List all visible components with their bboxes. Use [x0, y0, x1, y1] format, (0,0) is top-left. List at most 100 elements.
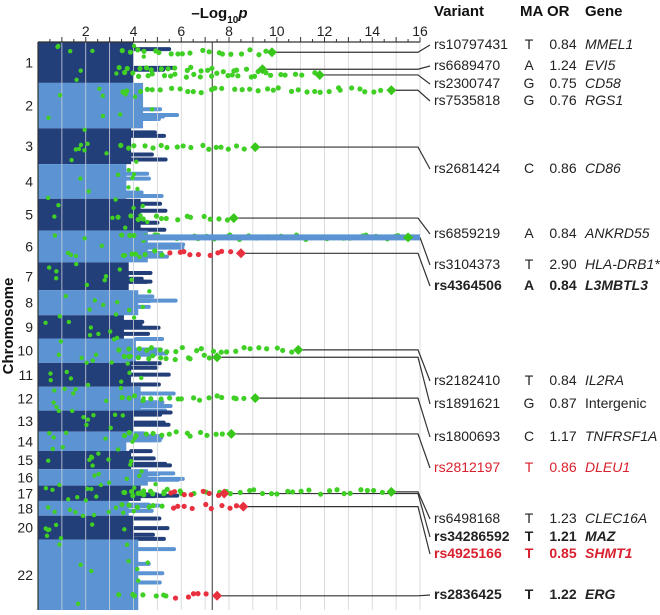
signal-point — [147, 289, 152, 294]
chromosome-label: 1 — [25, 54, 33, 70]
peak-trail-point — [198, 346, 204, 352]
signal-point — [99, 243, 105, 248]
peak-trail-point — [142, 251, 148, 258]
peak-trail-point — [168, 73, 174, 79]
peak-trail-point — [126, 346, 132, 352]
gene-name: RGS1 — [585, 92, 623, 108]
variant-row: rs2812197 T 0.86 DLEU1 — [434, 459, 630, 475]
hla-signal-band — [138, 234, 420, 241]
band-spike — [138, 403, 173, 408]
variant-id: rs2182410 — [434, 372, 500, 388]
variant-id: rs2812197 — [434, 459, 500, 475]
peak-trail-point — [140, 216, 146, 222]
variant-row: rs34286592 T 1.21 MAZ — [434, 528, 616, 544]
minor-allele: T — [525, 586, 534, 602]
peak-trail-point — [233, 503, 240, 509]
band-spike — [145, 477, 180, 482]
band-spike — [136, 294, 155, 299]
peak-trail-point — [126, 430, 132, 436]
peak-diamond — [293, 344, 304, 355]
band-spike — [136, 571, 165, 576]
peak-trail-point — [200, 488, 206, 494]
peak-trail-point — [179, 344, 185, 351]
odds-ratio: 0.85 — [549, 545, 576, 561]
chromosome-band — [38, 485, 141, 501]
variant-row: rs6498168 T 1.23 CLEC16A — [434, 510, 647, 526]
peak-trail-point — [140, 592, 146, 598]
band-spike — [131, 420, 166, 425]
peak-trail-point — [218, 248, 225, 254]
peak-trail-point — [164, 349, 170, 355]
peak-trail-point — [174, 144, 180, 150]
peak-trail-point — [131, 593, 138, 599]
axes — [37, 37, 421, 610]
peak-trail-point — [171, 489, 178, 495]
peak-markers — [115, 47, 420, 601]
signal-point — [98, 482, 104, 488]
peak-trail-point — [306, 487, 312, 493]
minor-allele: T — [525, 510, 534, 526]
signal-point — [140, 304, 145, 310]
variant-id: rs7535818 — [434, 92, 500, 108]
peak-trail-point — [167, 250, 173, 256]
peak-trail-point — [135, 355, 141, 361]
chromosome-label: 17 — [17, 485, 33, 501]
peak-trail-point — [233, 348, 239, 354]
signal-point — [84, 422, 89, 428]
chromosome-band — [38, 450, 132, 470]
leader-line — [419, 237, 431, 266]
signal-point — [126, 558, 131, 564]
peak-trail-point — [185, 594, 192, 600]
signal-point — [134, 159, 139, 164]
band-spike — [129, 449, 153, 454]
peak-trail-point — [134, 504, 140, 510]
peak-trail-point — [121, 433, 128, 439]
peak-trail-point — [163, 215, 169, 222]
peak-trail-point — [172, 356, 178, 363]
leader-line — [217, 594, 431, 597]
peak-trail-point — [208, 506, 214, 512]
peak-trail-point — [267, 72, 274, 78]
peak-trail-point — [206, 355, 212, 361]
signal-point — [121, 510, 126, 515]
signal-point — [104, 151, 109, 156]
table-headers: Variant MA OR Gene — [434, 3, 623, 20]
header-gene: Gene — [585, 3, 623, 20]
peak-trail-point — [288, 88, 295, 94]
peak-trail-point — [163, 355, 169, 362]
peak-trail-point — [175, 51, 181, 57]
peak-trail-point — [364, 487, 370, 494]
signal-point — [139, 469, 144, 474]
odds-ratio: 0.86 — [549, 459, 576, 475]
signal-point — [115, 447, 121, 452]
band-spike — [145, 245, 185, 250]
peak-trail-point — [188, 492, 194, 498]
leader-line — [224, 492, 431, 538]
signal-point — [86, 189, 91, 194]
peak-trail-point — [177, 86, 183, 92]
signal-point — [67, 507, 73, 513]
signal-point — [75, 494, 80, 500]
peak-trail-point — [234, 67, 240, 73]
signal-point — [92, 298, 98, 303]
peak-trail-point — [228, 51, 234, 57]
variant-id: rs6859219 — [434, 225, 500, 241]
leader-line — [391, 491, 431, 520]
peak-trail-point — [216, 216, 222, 222]
signal-point — [132, 485, 137, 490]
peak-trail-point — [247, 346, 253, 352]
peak-trail-point — [169, 85, 175, 91]
peak-trail-point — [119, 501, 125, 508]
signal-point — [96, 451, 101, 456]
peak-trail-point — [135, 73, 142, 79]
signal-point — [68, 252, 74, 258]
signal-point — [90, 463, 95, 468]
signal-point — [70, 408, 75, 414]
peak-trail-point — [180, 143, 186, 149]
peak-trail-point — [173, 429, 179, 435]
signal-point — [103, 436, 108, 441]
peak-trail-point — [251, 73, 258, 79]
signal-point — [73, 253, 79, 259]
gene-name: L3MBTL3 — [585, 277, 648, 293]
peak-trail-point — [189, 505, 195, 512]
